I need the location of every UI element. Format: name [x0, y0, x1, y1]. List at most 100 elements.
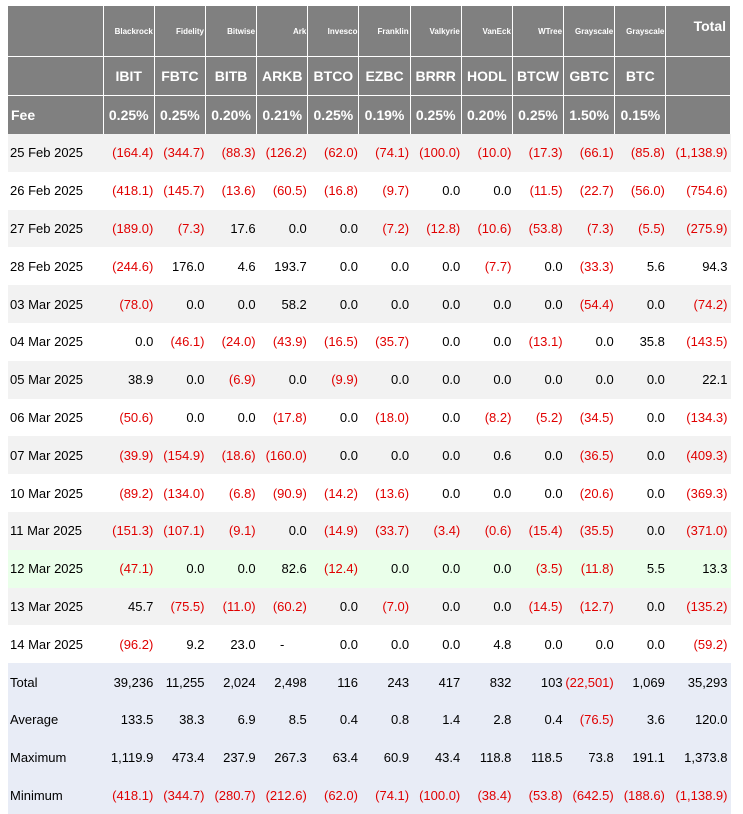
flow-value-cell: (11.0)	[205, 587, 257, 626]
flow-value-cell: (280.7)	[205, 776, 257, 814]
flow-value-cell: 0.4	[512, 700, 564, 739]
table-row: 26 Feb 2025 (418.1) (145.7) (13.6) (60.5) (16…	[8, 171, 731, 210]
flow-value-cell: 0.0	[358, 360, 411, 399]
total-value-cell: 35,293	[665, 663, 731, 701]
ticker-header: EZBC	[358, 56, 411, 96]
flow-value-cell: 0.0	[512, 436, 564, 475]
flow-value-cell: (78.0)	[103, 285, 155, 323]
flow-value-cell: 116	[307, 663, 359, 701]
flow-value-cell: 0.0	[307, 247, 359, 286]
flow-value-cell: (89.2)	[103, 474, 155, 512]
fee-value: 0.20%	[205, 95, 258, 134]
flow-value-cell: 39,236	[103, 663, 155, 701]
flow-value-cell: 0.0	[307, 285, 359, 323]
ticker-header: IBIT	[103, 56, 155, 96]
flow-value-cell: 0.0	[614, 285, 666, 323]
flow-value-cell: (8.2)	[461, 398, 513, 437]
flow-value-cell: 0.0	[205, 398, 257, 437]
flow-value-cell: (90.9)	[256, 474, 308, 512]
table-row: 13 Mar 2025 45.7 (75.5) (11.0) (60.2) 0.0 (7.0…	[8, 587, 731, 626]
flow-value-cell: (344.7)	[154, 776, 206, 814]
flow-value-cell: (39.9)	[103, 436, 155, 475]
flow-value-cell: 0.0	[614, 436, 666, 475]
flow-value-cell: (9.7)	[358, 171, 411, 210]
flow-value-cell: 0.0	[154, 360, 206, 399]
flow-value-cell: 9.2	[154, 625, 206, 664]
flow-value-cell: (7.7)	[461, 247, 513, 286]
flow-value-cell: (85.8)	[614, 134, 666, 172]
flow-value-cell: 0.0	[461, 322, 513, 361]
issuer-header: Invesco	[307, 6, 360, 57]
flow-value-cell: (17.3)	[512, 134, 564, 172]
flow-value-cell: 73.8	[563, 738, 615, 777]
table-row: 25 Feb 2025 (164.4) (344.7) (88.3) (126.2) (6…	[8, 134, 731, 172]
flow-value-cell: 0.0	[410, 436, 462, 475]
table-row: 06 Mar 2025 (50.6) 0.0 0.0 (17.8) 0.0 (18.0) 0.…	[8, 398, 731, 437]
date-cell: 07 Mar 2025	[8, 436, 104, 475]
date-cell: 12 Mar 2025	[8, 549, 104, 588]
total-value-cell: (369.3)	[665, 474, 731, 512]
flow-value-cell: 0.0	[410, 322, 462, 361]
flow-value-cell: (53.8)	[512, 776, 564, 814]
flow-value-cell: 0.0	[307, 625, 359, 664]
total-value-cell: (275.9)	[665, 209, 731, 248]
flow-value-cell: 0.0	[614, 474, 666, 512]
flow-value-cell: (38.4)	[461, 776, 513, 814]
flow-value-cell: 0.0	[307, 209, 359, 248]
flow-value-cell: 0.0	[410, 474, 462, 512]
flow-value-cell: (33.7)	[358, 511, 411, 550]
fee-value: 0.25%	[154, 95, 206, 134]
flow-value-cell: 0.0	[358, 285, 411, 323]
date-cell: 13 Mar 2025	[8, 587, 104, 626]
total-value-cell: (409.3)	[665, 436, 731, 475]
flow-value-cell: (62.0)	[307, 134, 359, 172]
flow-value-cell: (145.7)	[154, 171, 206, 210]
flow-value-cell: 0.0	[154, 549, 206, 588]
flow-value-cell: 0.0	[614, 398, 666, 437]
flow-value-cell: (7.2)	[358, 209, 411, 248]
flow-value-cell: (60.5)	[256, 171, 308, 210]
flow-value-cell: 2,024	[205, 663, 257, 701]
etf-flows-table-container: Blackrock Fidelity Bitwise Ark Invesco F…	[8, 0, 743, 814]
flow-value-cell: 417	[410, 663, 462, 701]
fee-value: 0.20%	[461, 95, 513, 134]
flow-value-cell: (10.0)	[461, 134, 513, 172]
flow-value-cell: (126.2)	[256, 134, 308, 172]
date-cell: 04 Mar 2025	[8, 322, 104, 361]
flow-value-cell: (10.6)	[461, 209, 513, 248]
flow-value-cell: 63.4	[307, 738, 359, 777]
flow-value-cell: (6.8)	[205, 474, 257, 512]
total-value-cell: (371.0)	[665, 511, 731, 550]
flow-value-cell: 0.0	[410, 398, 462, 437]
table-row: 12 Mar 2025 (47.1) 0.0 0.0 82.6 (12.4) 0.0 0.0 0…	[8, 549, 731, 588]
flow-value-cell: (164.4)	[103, 134, 155, 172]
flow-value-cell: 0.0	[563, 625, 615, 664]
corner-cell	[8, 6, 104, 57]
flow-value-cell: (642.5)	[563, 776, 615, 814]
issuer-header: Fidelity	[154, 6, 206, 57]
flow-value-cell: 267.3	[256, 738, 308, 777]
date-cell: 06 Mar 2025	[8, 398, 104, 437]
flow-value-cell: 0.0	[410, 247, 462, 286]
flow-value-cell: 832	[461, 663, 513, 701]
flow-value-cell: 0.0	[410, 360, 462, 399]
flow-value-cell: 38.9	[103, 360, 155, 399]
flow-value-cell: 118.5	[512, 738, 564, 777]
flow-value-cell: 1,119.9	[103, 738, 155, 777]
flow-value-cell: (35.5)	[563, 511, 615, 550]
flow-value-cell: 5.5	[614, 549, 666, 588]
ticker-header: BTC	[614, 56, 667, 96]
flow-value-cell: (22.7)	[563, 171, 615, 210]
flow-value-cell: 0.0	[154, 285, 206, 323]
flow-value-cell: (36.5)	[563, 436, 615, 475]
flow-value-cell: 0.0	[410, 285, 462, 323]
flow-value-cell: (188.6)	[614, 776, 666, 814]
fee-value: 0.15%	[614, 95, 667, 134]
flow-value-cell: (12.8)	[410, 209, 462, 248]
flow-value-cell: (15.4)	[512, 511, 564, 550]
flow-value-cell: (244.6)	[103, 247, 155, 286]
flow-value-cell: 0.6	[461, 436, 513, 475]
total-value-cell: 22.1	[665, 360, 731, 399]
flow-value-cell: 58.2	[256, 285, 308, 323]
flow-value-cell: (14.9)	[307, 511, 359, 550]
